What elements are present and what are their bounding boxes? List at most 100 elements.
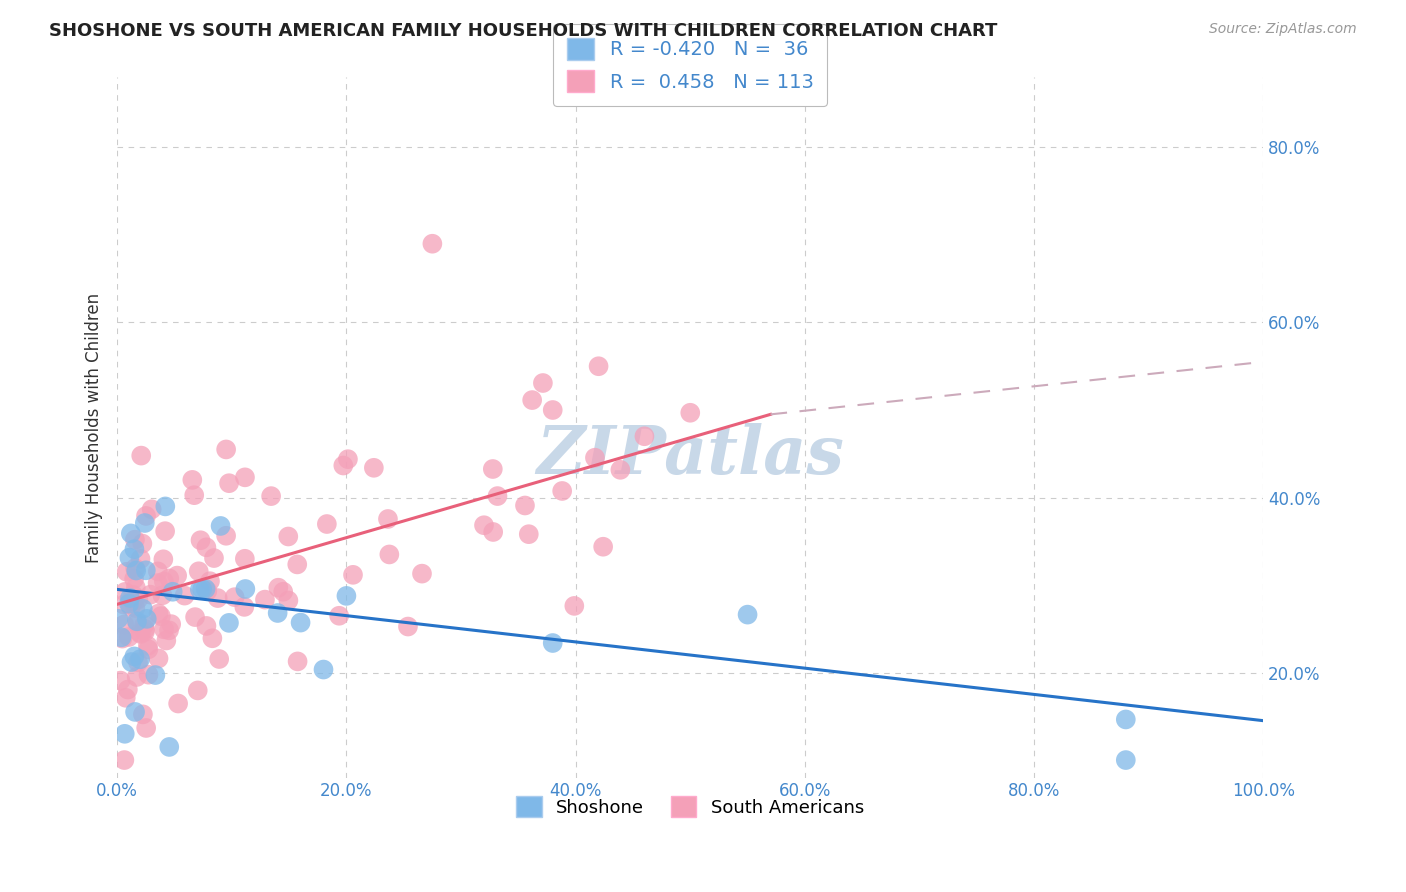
Point [155,633,177,648]
Point [191,582,214,597]
Point [285,558,308,572]
Point [110,630,132,644]
Point [152,588,174,602]
Point [173,589,195,603]
Point [135,563,157,577]
Point [541,636,564,650]
Point [125,564,148,578]
Point [157,739,180,754]
Point [166,568,188,582]
Point [482,524,505,539]
Point [135,508,157,523]
Point [118,630,141,644]
Point [342,567,364,582]
Legend: Shoshone, South Americans: Shoshone, South Americans [509,789,872,824]
Point [153,524,176,538]
Point [737,607,759,622]
Point [112,753,135,767]
Point [122,572,145,586]
Point [107,612,129,626]
Point [290,615,312,630]
Point [277,593,299,607]
Y-axis label: Family Households with Children: Family Households with Children [86,293,103,563]
Point [114,690,136,705]
Point [541,403,564,417]
Point [194,582,217,596]
Point [120,526,142,541]
Point [153,623,176,637]
Point [209,519,232,533]
Point [482,462,505,476]
Point [201,632,224,646]
Point [162,584,184,599]
Point [233,599,256,614]
Point [129,652,152,666]
Point [141,502,163,516]
Point [138,667,160,681]
Point [218,615,240,630]
Point [588,359,610,374]
Point [187,683,209,698]
Point [124,601,146,615]
Text: Source: ZipAtlas.com: Source: ZipAtlas.com [1209,22,1357,37]
Point [167,697,190,711]
Point [336,452,359,467]
Point [124,649,146,664]
Point [562,599,585,613]
Point [157,624,180,638]
Point [134,624,156,639]
Point [233,551,256,566]
Point [253,592,276,607]
Point [233,470,256,484]
Point [125,615,148,629]
Point [153,574,176,589]
Point [513,499,536,513]
Point [378,548,401,562]
Point [332,458,354,473]
Point [260,489,283,503]
Point [198,574,221,589]
Point [190,533,212,548]
Point [551,483,574,498]
Point [195,584,218,599]
Point [183,488,205,502]
Point [592,540,614,554]
Point [207,591,229,605]
Point [202,551,225,566]
Point [363,460,385,475]
Point [187,564,209,578]
Point [181,473,204,487]
Point [235,582,257,596]
Point [148,607,170,621]
Point [517,527,540,541]
Point [124,705,146,719]
Point [486,489,509,503]
Point [114,585,136,599]
Point [633,429,655,443]
Point [139,588,162,602]
Text: ZIPatlas: ZIPatlas [536,423,844,488]
Point [114,727,136,741]
Point [134,516,156,530]
Point [583,450,606,465]
Point [152,552,174,566]
Point [149,609,172,624]
Point [146,565,169,579]
Point [127,656,149,670]
Point [127,616,149,631]
Point [184,610,207,624]
Point [110,673,132,688]
Point [129,552,152,566]
Point [422,236,444,251]
Point [121,655,143,669]
Point [132,601,155,615]
Point [195,619,218,633]
Point [131,536,153,550]
Point [120,599,142,614]
Point [215,442,238,457]
Point [125,581,148,595]
Point [1115,713,1137,727]
Point [124,594,146,608]
Point [136,639,159,653]
Point [188,582,211,597]
